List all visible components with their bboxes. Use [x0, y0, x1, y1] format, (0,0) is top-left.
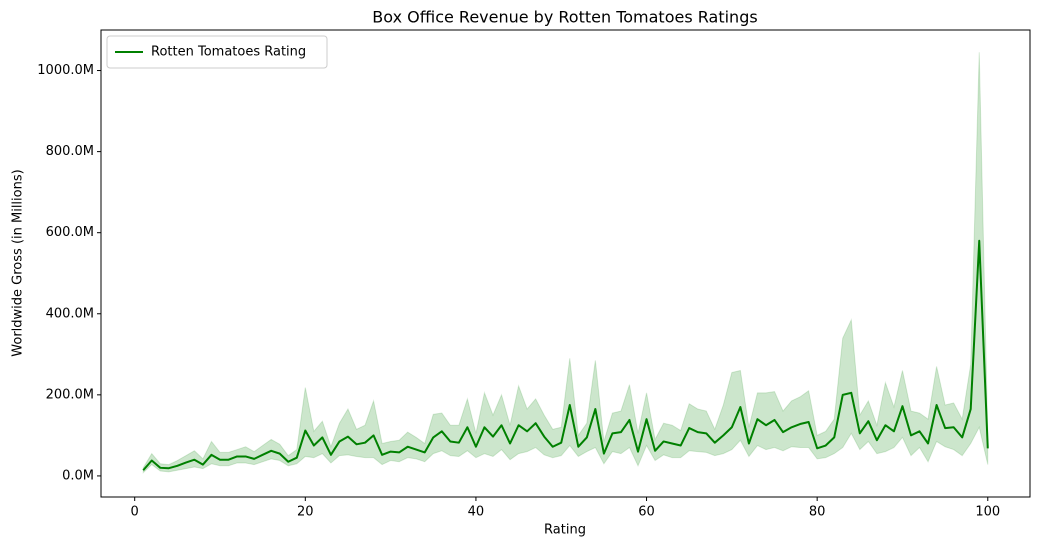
x-tick-label: 100	[975, 505, 1000, 520]
x-tick-label: 20	[297, 505, 314, 520]
x-tick-label: 80	[809, 505, 826, 520]
x-axis-label: Rating	[544, 523, 586, 538]
y-tick-label: 200.0M	[46, 387, 94, 402]
legend-label: Rotten Tomatoes Rating	[151, 45, 306, 60]
x-tick-label: 40	[468, 505, 485, 520]
y-tick-label: 400.0M	[46, 306, 94, 321]
y-axis-label: Worldwide Gross (in Millions)	[11, 169, 26, 356]
x-tick-label: 60	[638, 505, 655, 520]
x-tick-label: 0	[131, 505, 139, 520]
data-line	[142, 239, 989, 471]
chart-title: Box Office Revenue by Rotten Tomatoes Ra…	[372, 8, 757, 27]
confidence-band	[142, 52, 989, 474]
y-tick-label: 800.0M	[46, 144, 94, 159]
y-tick-label: 600.0M	[46, 225, 94, 240]
y-tick-label: 1000.0M	[37, 63, 94, 78]
legend-box	[106, 35, 328, 69]
y-tick-label: 0.0M	[62, 468, 94, 483]
plot-frame	[100, 29, 1031, 498]
